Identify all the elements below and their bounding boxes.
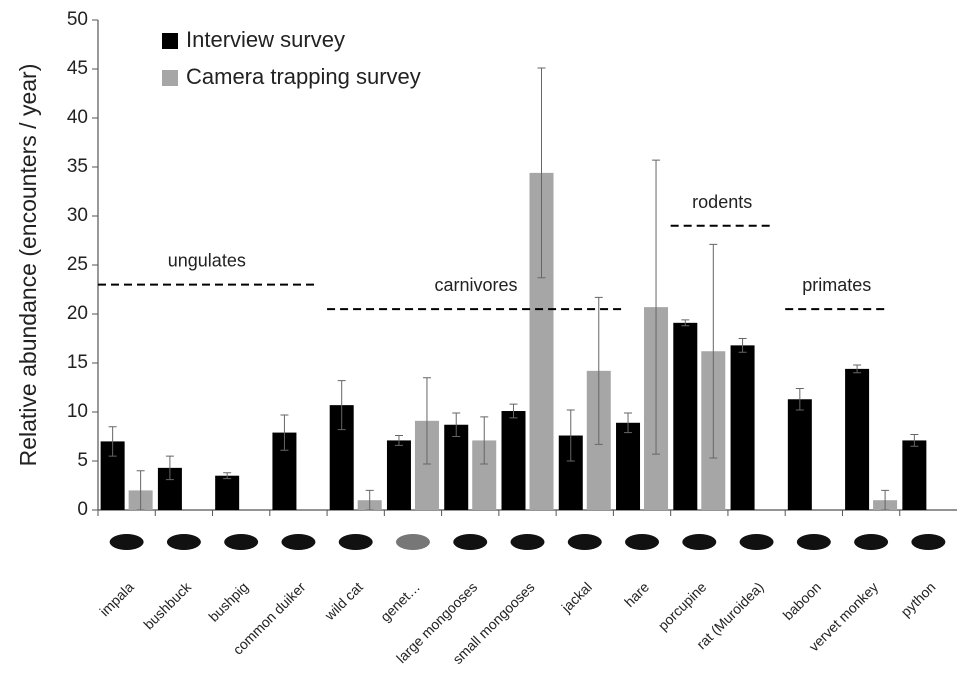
- error-bar: [853, 364, 862, 374]
- error-bar: [422, 377, 431, 465]
- error-bar: [337, 380, 346, 431]
- error-bar: [509, 403, 518, 419]
- error-bar: [108, 426, 117, 457]
- animal-icon: [567, 534, 602, 550]
- animal-icon: [224, 534, 259, 550]
- y-tick-label: 50: [67, 9, 88, 30]
- error-bar: [566, 409, 575, 462]
- animal-icon: [395, 534, 430, 550]
- error-bar: [280, 414, 289, 451]
- error-bar: [709, 243, 718, 459]
- bar: [501, 411, 526, 510]
- error-bar: [910, 434, 919, 447]
- x-tick-label: porcupine: [655, 579, 710, 634]
- animal-icon: [796, 534, 831, 550]
- error-bar: [738, 338, 747, 353]
- error-bar: [537, 67, 546, 279]
- error-bar: [795, 387, 804, 411]
- bar: [902, 440, 927, 510]
- x-tick-label: jackal: [558, 579, 595, 616]
- y-tick-label: 45: [67, 58, 88, 79]
- y-axis-title: Relative abundance (encounters / year): [15, 64, 41, 467]
- animal-icon: [854, 534, 889, 550]
- y-tick-label: 35: [67, 156, 88, 177]
- bar: [845, 368, 870, 510]
- animal-icon: [625, 534, 660, 550]
- legend-swatch: [162, 33, 178, 49]
- x-tick-label: bushbuck: [140, 578, 194, 632]
- error-bar: [480, 416, 489, 465]
- group-label: carnivores: [434, 275, 517, 295]
- legend-label: Interview survey: [186, 27, 345, 52]
- animal-icon: [453, 534, 488, 550]
- x-tick-label: impala: [96, 579, 137, 620]
- x-tick-label: python: [897, 579, 938, 620]
- bar: [730, 345, 755, 510]
- legend-swatch: [162, 70, 178, 86]
- group-label: primates: [802, 275, 871, 295]
- animal-icon: [682, 534, 717, 550]
- animal-icon: [109, 534, 144, 550]
- error-bar: [365, 489, 374, 511]
- bar: [787, 399, 812, 510]
- bar: [386, 440, 411, 510]
- animal-icon: [739, 534, 774, 550]
- y-tick-label: 25: [67, 254, 88, 275]
- error-bar: [881, 489, 890, 511]
- error-bar: [681, 319, 690, 327]
- bar: [444, 424, 469, 510]
- group-label: rodents: [692, 192, 752, 212]
- animal-icon: [338, 534, 373, 550]
- y-tick-label: 5: [77, 450, 88, 471]
- animal-icon: [281, 534, 316, 550]
- x-tick-label: genet…: [377, 579, 423, 625]
- error-bar: [394, 435, 403, 446]
- error-bar: [652, 159, 661, 455]
- bar: [215, 475, 240, 510]
- animal-icon: [510, 534, 545, 550]
- y-tick-label: 40: [67, 107, 88, 128]
- y-tick-label: 20: [67, 303, 88, 324]
- group-label: ungulates: [168, 251, 246, 271]
- x-tick-label: wild cat: [321, 579, 366, 624]
- error-bar: [594, 296, 603, 445]
- error-bar: [136, 470, 145, 511]
- y-tick-label: 15: [67, 352, 88, 373]
- bar: [673, 322, 698, 510]
- animal-icon: [166, 534, 201, 550]
- legend-label: Camera trapping survey: [186, 64, 421, 89]
- y-tick-label: 30: [67, 205, 88, 226]
- x-tick-label: hare: [621, 579, 652, 610]
- y-tick-label: 10: [67, 401, 88, 422]
- y-tick-label: 0: [77, 499, 88, 520]
- error-bar: [165, 455, 174, 481]
- bar: [616, 422, 641, 510]
- x-tick-label: bushpig: [205, 579, 251, 625]
- animal-icon: [911, 534, 946, 550]
- error-bar: [452, 412, 461, 437]
- error-bar: [223, 472, 232, 480]
- error-bar: [624, 412, 633, 434]
- x-tick-label: baboon: [780, 579, 824, 623]
